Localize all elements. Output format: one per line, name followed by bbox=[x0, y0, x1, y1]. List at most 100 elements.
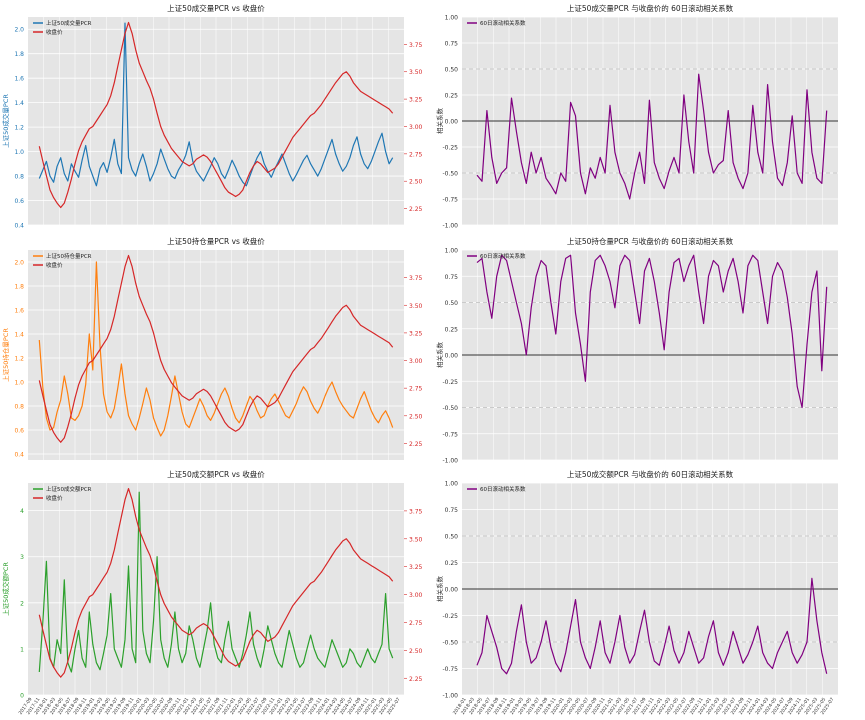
y-tick-label: 1.8 bbox=[14, 51, 24, 58]
y-tick-label: 2 bbox=[20, 600, 24, 607]
right-tick-label: 3.75 bbox=[409, 275, 423, 282]
chart-title: 上证50成交额PCR 与收盘价的 60日滚动相关系数 bbox=[567, 469, 734, 479]
series-line-上证50成交量PCR bbox=[38, 22, 394, 187]
y-tick-label: 1.8 bbox=[14, 284, 24, 291]
y-tick-label: 1.4 bbox=[14, 332, 24, 339]
y-tick-label: 1 bbox=[20, 646, 24, 653]
right-tick-label: 3.50 bbox=[409, 536, 423, 543]
chart-title: 上证50成交额PCR vs 收盘价 bbox=[167, 469, 265, 479]
legend: 60日滚动相关系数 bbox=[467, 485, 526, 493]
y-tick-label: 1.00 bbox=[445, 15, 459, 22]
right-tick-label: 3.00 bbox=[409, 124, 423, 131]
right-tick-label: 2.75 bbox=[409, 151, 423, 158]
right-tick-label: 3.25 bbox=[409, 330, 423, 337]
y-axis-label: 上证50成交量PCR bbox=[1, 94, 10, 148]
y-axis-label: 相关系数 bbox=[435, 108, 444, 135]
y-axis-label: 相关系数 bbox=[435, 342, 444, 369]
series-line-60日滚动相关系数 bbox=[476, 577, 828, 675]
y-tick-label: 0.6 bbox=[14, 428, 24, 435]
legend-label: 上证50成交量PCR bbox=[46, 19, 92, 27]
y-tick-label: 0.50 bbox=[445, 534, 459, 541]
y-tick-label: -0.50 bbox=[442, 405, 458, 412]
y-tick-label: 4 bbox=[20, 508, 24, 515]
y-tick-label: 0.50 bbox=[445, 300, 459, 307]
y-tick-label: 1.2 bbox=[14, 356, 24, 363]
right-tick-label: 2.50 bbox=[409, 648, 423, 655]
series-line-上证50持仓量PCR bbox=[38, 261, 394, 437]
series-line-收盘价 bbox=[38, 254, 394, 443]
legend-label: 收盘价 bbox=[46, 494, 63, 502]
right-tick-label: 3.75 bbox=[409, 42, 423, 49]
legend-label: 收盘价 bbox=[46, 261, 63, 269]
right-tick-label: 3.50 bbox=[409, 69, 423, 76]
right-tick-label: 2.25 bbox=[409, 441, 423, 448]
y-tick-label: -0.50 bbox=[442, 171, 458, 178]
right-tick-label: 2.50 bbox=[409, 179, 423, 186]
y-tick-label: 0.25 bbox=[445, 93, 459, 100]
y-tick-label: 0.00 bbox=[445, 353, 459, 360]
chart-panel-6: -1.00 -0.75 -0.50 -0.25 0.00 0.25 0.50 0.75 1.00… bbox=[435, 469, 838, 700]
y-tick-label: -1.00 bbox=[442, 223, 458, 230]
y-tick-label: 1.00 bbox=[445, 481, 459, 488]
legend-label: 60日滚动相关系数 bbox=[480, 252, 526, 260]
y-tick-label: 1.6 bbox=[14, 308, 24, 315]
y-tick-label: 0 bbox=[20, 693, 24, 700]
y-axis-label: 上证50持仓量PCR bbox=[1, 328, 10, 382]
y-tick-label: 1.6 bbox=[14, 76, 24, 83]
y-tick-label: 0.25 bbox=[445, 560, 459, 567]
x-axis-ticks: 2018-012018-032018-052018-072018-092018-… bbox=[452, 697, 836, 716]
legend-label: 60日滚动相关系数 bbox=[480, 485, 526, 493]
y-tick-label: 0.00 bbox=[445, 119, 459, 126]
series-line-60日滚动相关系数 bbox=[476, 73, 828, 200]
y-axis-label: 上证50成交额PCR bbox=[1, 562, 10, 616]
y-tick-label: 0.25 bbox=[445, 326, 459, 333]
series-line-收盘价 bbox=[38, 21, 394, 209]
chart-panel-2: -1.00 -0.75 -0.50 -0.25 0.00 0.25 0.50 0.75 1.00… bbox=[435, 3, 838, 230]
y-tick-label: 2.0 bbox=[14, 27, 24, 34]
chart-panel-3: 0.4 0.6 0.8 1.0 1.2 1.4 1.6 1.8 2.0 上证50持仓量PCR vs… bbox=[1, 236, 423, 460]
series-line-60日滚动相关系数 bbox=[476, 254, 828, 409]
chart-title: 上证50持仓量PCR vs 收盘价 bbox=[167, 236, 265, 246]
y-tick-label: 1.00 bbox=[445, 248, 459, 255]
y-tick-label: -0.25 bbox=[442, 145, 458, 152]
right-tick-label: 2.75 bbox=[409, 386, 423, 393]
series-line-上证50成交额PCR bbox=[38, 491, 394, 673]
y-tick-label: -0.75 bbox=[442, 197, 458, 204]
y-axis-label: 相关系数 bbox=[435, 576, 444, 603]
x-axis-ticks: 2017-092017-112018-012018-032018-052018-… bbox=[18, 697, 402, 716]
y-tick-label: 1.0 bbox=[14, 380, 24, 387]
y-tick-label: 0.8 bbox=[14, 404, 24, 411]
y-tick-label: 1.2 bbox=[14, 125, 24, 132]
right-tick-label: 3.00 bbox=[409, 592, 423, 599]
legend-label: 上证50持仓量PCR bbox=[46, 252, 92, 260]
legend-label: 60日滚动相关系数 bbox=[480, 19, 526, 27]
y-tick-label: 0.00 bbox=[445, 587, 459, 594]
right-tick-label: 3.75 bbox=[409, 508, 423, 515]
legend-label: 上证50成交额PCR bbox=[46, 485, 92, 493]
y-tick-label: 0.75 bbox=[445, 507, 459, 514]
right-tick-label: 2.50 bbox=[409, 413, 423, 420]
chart-panel-1: 0.4 0.6 0.8 1.0 1.2 1.4 1.6 1.8 2.0 上证50成交量PCR vs… bbox=[1, 3, 423, 230]
right-tick-label: 2.75 bbox=[409, 620, 423, 627]
y-tick-label: 0.6 bbox=[14, 198, 24, 205]
y-tick-label: 0.4 bbox=[14, 452, 24, 459]
right-tick-label: 3.00 bbox=[409, 358, 423, 365]
right-tick-label: 2.25 bbox=[409, 676, 423, 683]
y-tick-label: -0.25 bbox=[442, 379, 458, 386]
y-tick-label: 2.0 bbox=[14, 260, 24, 267]
y-tick-label: -0.75 bbox=[442, 431, 458, 438]
chart-title: 上证50成交量PCR 与收盘价的 60日滚动相关系数 bbox=[567, 3, 734, 13]
y-tick-label: 3 bbox=[20, 554, 24, 561]
y-tick-label: 0.4 bbox=[14, 223, 24, 230]
y-tick-label: -1.00 bbox=[442, 458, 458, 465]
y-tick-label: -1.00 bbox=[442, 693, 458, 700]
y-tick-label: -0.25 bbox=[442, 613, 458, 620]
y-tick-label: 0.50 bbox=[445, 67, 459, 74]
y-tick-label: 1.4 bbox=[14, 100, 24, 107]
legend: 60日滚动相关系数 bbox=[467, 19, 526, 27]
chart-panel-4: -1.00 -0.75 -0.50 -0.25 0.00 0.25 0.50 0.75 1.00… bbox=[435, 236, 838, 465]
